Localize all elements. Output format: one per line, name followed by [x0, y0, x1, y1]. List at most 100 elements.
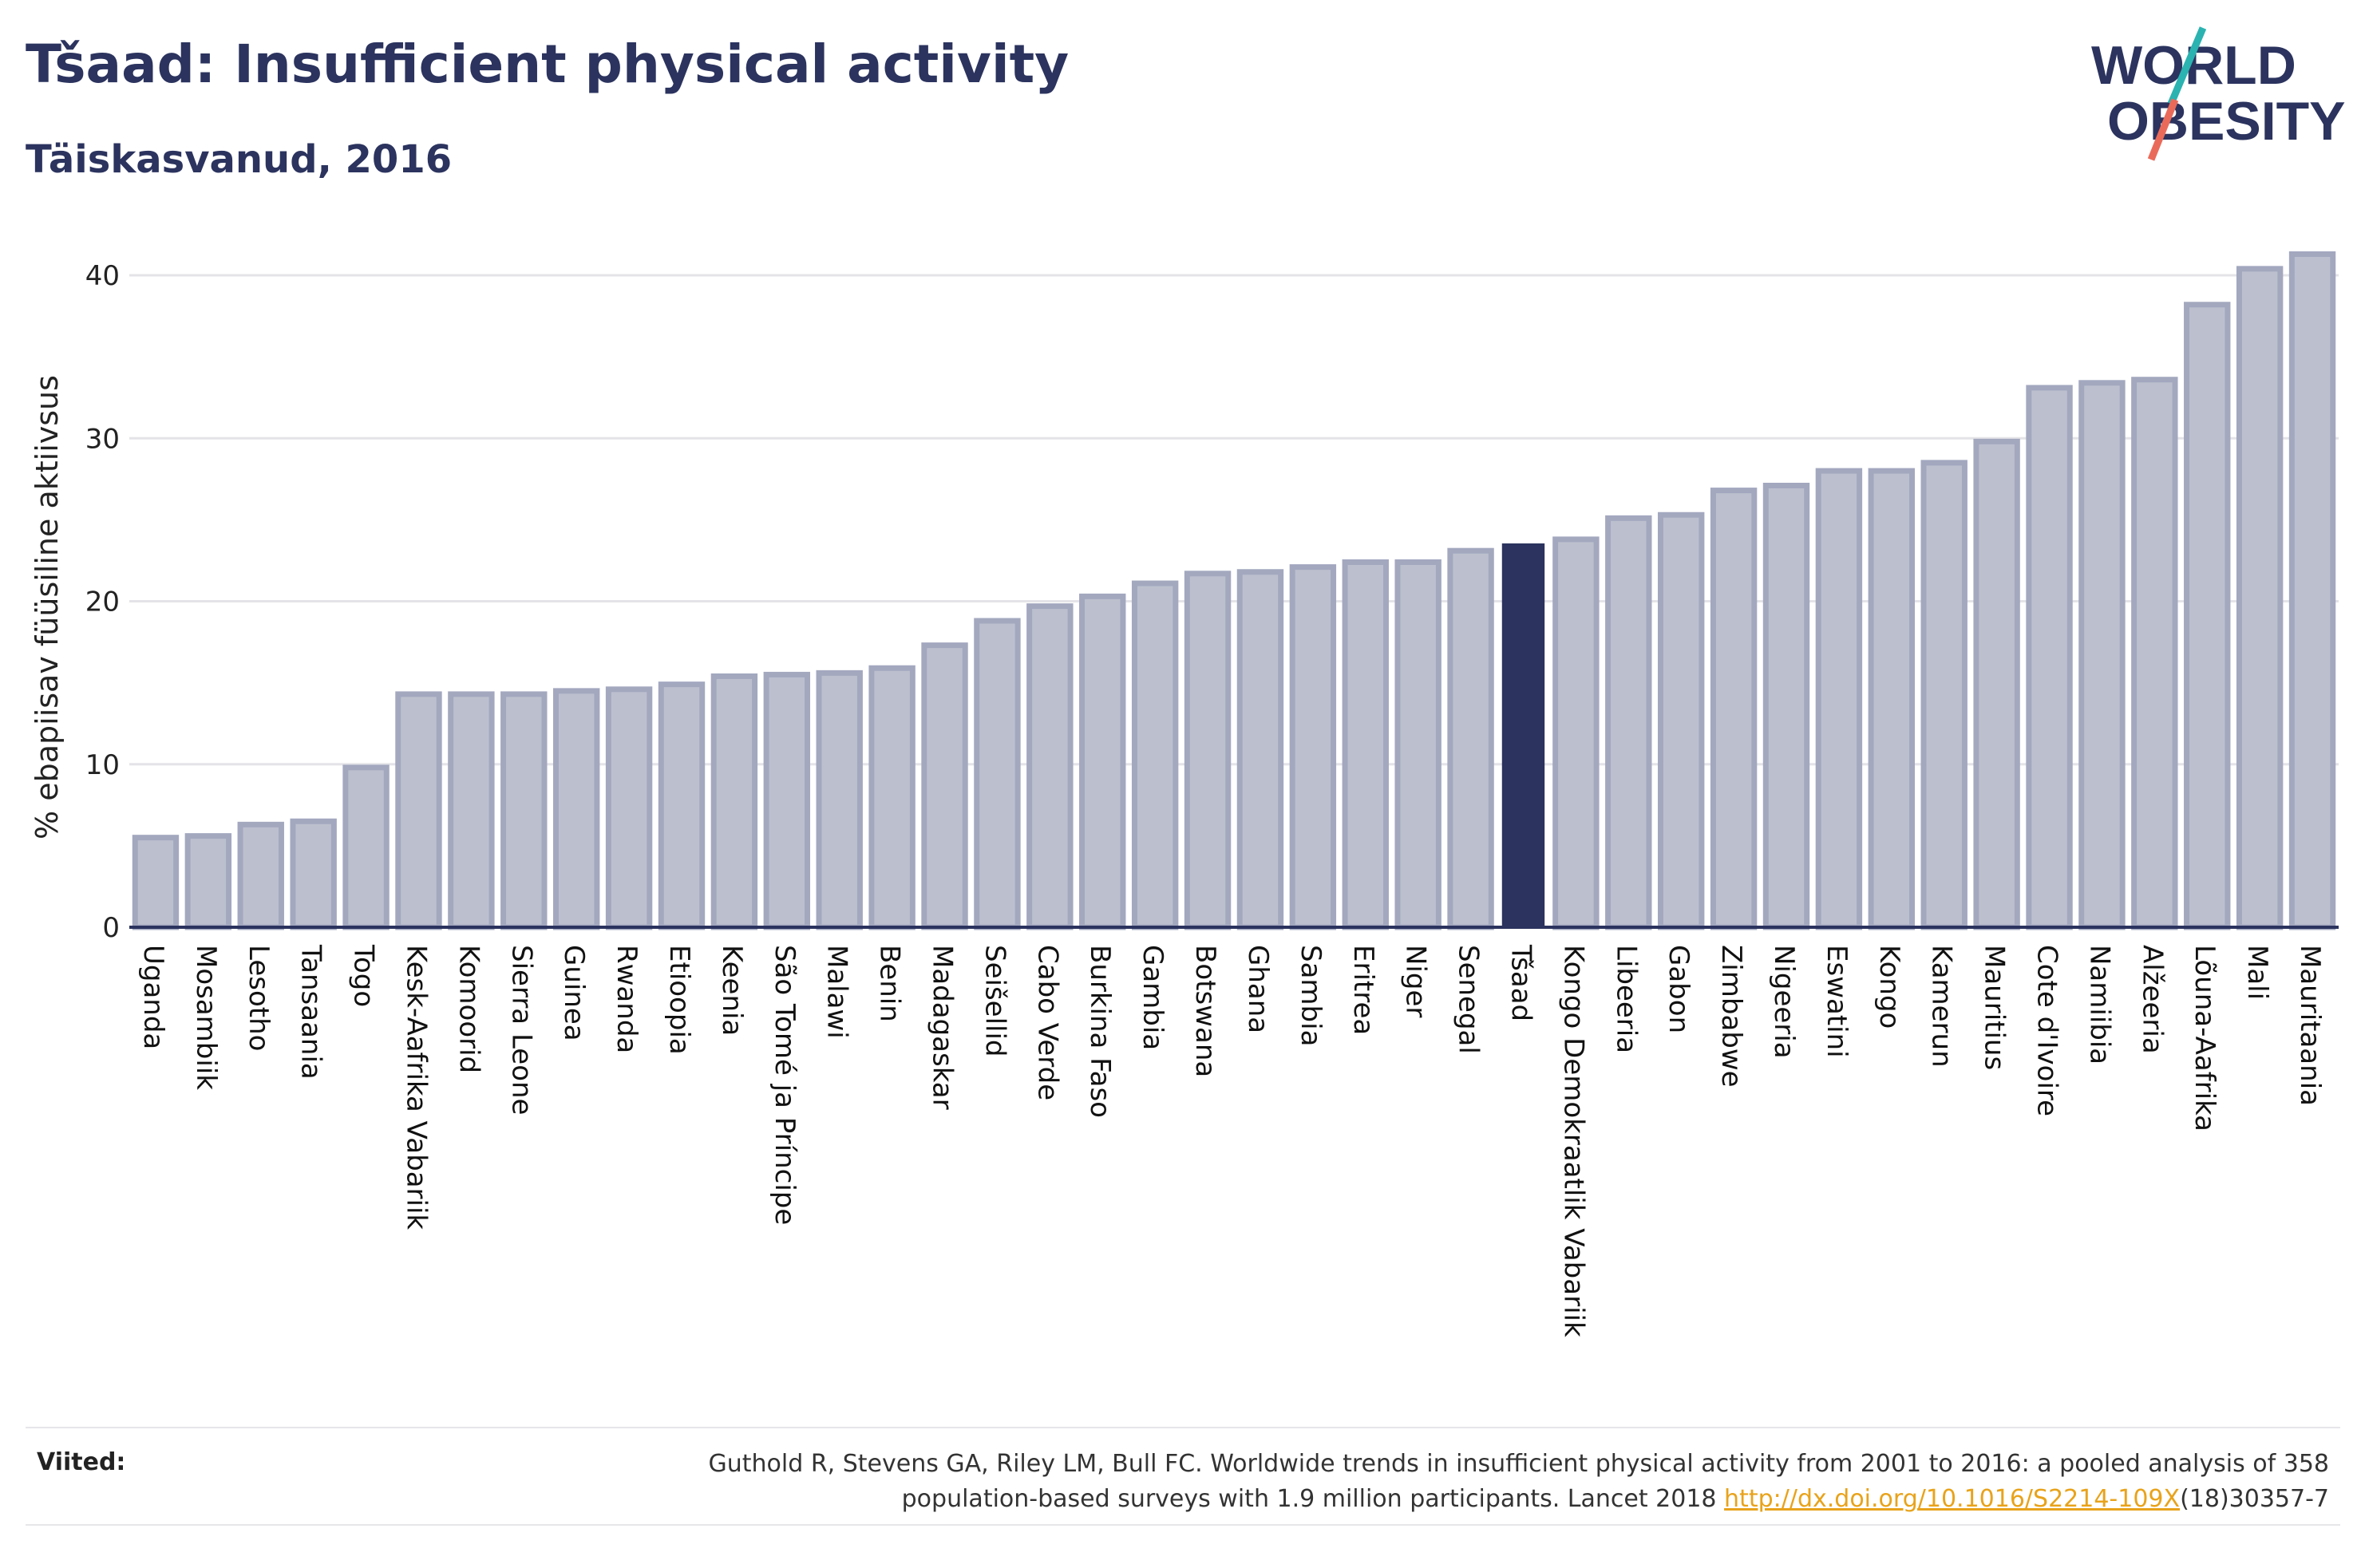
bar-namiibia	[2078, 380, 2126, 930]
bar-kamerun	[1920, 460, 1968, 930]
x-tick-label: Senegal	[1453, 945, 1485, 1054]
bar-libeeria	[1605, 515, 1652, 930]
grid-lines	[129, 274, 2339, 766]
bar-togo	[342, 764, 390, 930]
x-tick-label: Cabo Verde	[1031, 945, 1063, 1100]
bar-gabon	[1657, 511, 1705, 930]
bar-malawi	[816, 669, 863, 930]
bar-zimbabwe	[1710, 488, 1758, 930]
x-tick-label: Tansaania	[295, 944, 327, 1080]
x-tick-label: Malawi	[821, 945, 853, 1039]
x-tick-label: São Tomé ja Príncipe	[769, 945, 801, 1225]
x-tick-label: Seišellid	[979, 945, 1010, 1057]
x-tick-label: Namiibia	[2083, 945, 2115, 1064]
chart-title: Tšaad: Insufficient physical activity	[26, 34, 1070, 95]
x-tick-label: Kongo	[1873, 945, 1905, 1029]
bar-komoorid	[448, 691, 495, 930]
x-tick-label: Mosambiik	[190, 945, 222, 1090]
x-tick-label: Nigeeria	[1768, 945, 1800, 1059]
y-tick-label: 0	[102, 912, 120, 944]
bar-mauritius	[1973, 438, 2020, 930]
x-tick-label: Botswana	[1189, 945, 1221, 1077]
x-tick-label: Cote d'Ivoire	[2031, 945, 2063, 1116]
y-tick-label: 40	[85, 260, 120, 292]
bar-senegal	[1447, 547, 1494, 930]
x-tick-label: Togo	[348, 944, 380, 1007]
footer-divider-bottom	[26, 1524, 2340, 1526]
y-axis-title: % ebapiisav füüsiline aktiivsus	[30, 375, 65, 839]
doi-link[interactable]: http://dx.doi.org/10.1016/S2214-109X	[1724, 1485, 2181, 1513]
tick-labels: 0 10 20 30 40 % ebapiisav füüsiline aktiivsus…	[30, 260, 2326, 1337]
bar-gambia	[1131, 580, 1179, 930]
bar-rwanda	[605, 686, 653, 930]
x-tick-label: Mali	[2241, 945, 2273, 1000]
x-tick-label: Niger	[1400, 945, 1432, 1017]
bar-burkina-faso	[1079, 593, 1126, 930]
bar-guinea	[552, 688, 600, 930]
bar-mosambiik	[184, 833, 232, 930]
bar-sierra-leone	[500, 691, 548, 930]
y-tick-label: 30	[85, 423, 120, 455]
bar-eritrea	[1342, 559, 1389, 930]
x-tick-label: Sierra Leone	[505, 945, 537, 1115]
x-tick-label: Sambia	[1295, 945, 1327, 1046]
bar-cote-d-ivoire	[2026, 385, 2073, 930]
y-tick-label: 10	[85, 749, 120, 781]
bar-kongo	[1868, 468, 1916, 930]
logo-slash-top	[2167, 26, 2207, 105]
x-tick-label: Ghana	[1242, 945, 1274, 1033]
x-tick-label: Eswatini	[1821, 945, 1853, 1058]
reference-line-2-prefix: population-based surveys with 1.9 millio…	[901, 1485, 1725, 1513]
bar-madagaskar	[921, 642, 968, 930]
bar-s-o-tom-ja-pr-ncipe	[763, 671, 811, 930]
x-tick-label: Libeeria	[1610, 945, 1642, 1053]
x-tick-label: Burkina Faso	[1084, 945, 1116, 1118]
x-tick-label: Gabon	[1663, 945, 1695, 1033]
footer-divider-top	[26, 1427, 2340, 1428]
bar-mali	[2236, 266, 2284, 930]
chart-subtitle: Täiskasvanud, 2016	[26, 137, 453, 182]
x-tick-label: Mauritius	[1979, 945, 2011, 1070]
x-tick-label: Gambia	[1137, 945, 1169, 1050]
bar-al-eeria	[2131, 377, 2178, 930]
x-tick-label: Keenia	[716, 945, 748, 1036]
bars	[132, 251, 2336, 930]
bar-kongo-demokraatlik-vabariik	[1552, 536, 1600, 930]
bar-cabo-verde	[1026, 603, 1074, 930]
bar-uganda	[132, 835, 180, 930]
bar-kesk-aafrika-vabariik	[395, 691, 442, 930]
bar-benin	[868, 665, 916, 930]
x-tick-label: Guinea	[558, 945, 590, 1041]
x-tick-label: Lõuna-Aafrika	[2189, 945, 2221, 1132]
x-tick-label: Benin	[874, 945, 906, 1022]
x-tick-label: Madagaskar	[927, 945, 959, 1110]
bar-l-una-aafrika	[2184, 302, 2231, 930]
y-tick-label: 20	[85, 587, 120, 618]
bar-sei-ellid	[974, 618, 1021, 930]
reference-line-1: Guthold R, Stevens GA, Riley LM, Bull FC…	[708, 1450, 2329, 1478]
x-tick-label: Komoorid	[453, 945, 484, 1073]
bar-eswatini	[1815, 468, 1863, 930]
x-tick-label: Uganda	[137, 945, 169, 1049]
bar-lesotho	[237, 821, 284, 930]
bar-chart: 0 10 20 30 40 % ebapiisav füüsiline aktiivsus…	[30, 251, 2339, 1337]
x-tick-label: Alžeeria	[2136, 945, 2168, 1054]
bar-niger	[1394, 559, 1442, 930]
bar-t-aad	[1501, 543, 1545, 928]
bar-mauritaania	[2288, 251, 2336, 930]
x-tick-label: Rwanda	[611, 945, 643, 1053]
references-label: Viited:	[37, 1448, 126, 1476]
references-text: Guthold R, Stevens GA, Riley LM, Bull FC…	[413, 1447, 2329, 1517]
bar-ghana	[1236, 569, 1284, 930]
x-tick-label: Kongo Demokraatlik Vabariik	[1557, 945, 1589, 1337]
x-tick-label: Zimbabwe	[1715, 945, 1747, 1088]
x-tick-label: Tšaad	[1505, 944, 1536, 1021]
logo-slash-bottom	[2147, 98, 2179, 161]
bar-sambia	[1289, 564, 1337, 930]
x-tick-label: Etioopia	[663, 945, 695, 1055]
bar-etioopia	[658, 681, 706, 930]
bar-tansaania	[290, 818, 337, 930]
reference-line-2-suffix: (18)30357-7	[2180, 1485, 2329, 1513]
bar-botswana	[1184, 571, 1232, 930]
x-tick-label: Kesk-Aafrika Vabariik	[400, 945, 432, 1230]
